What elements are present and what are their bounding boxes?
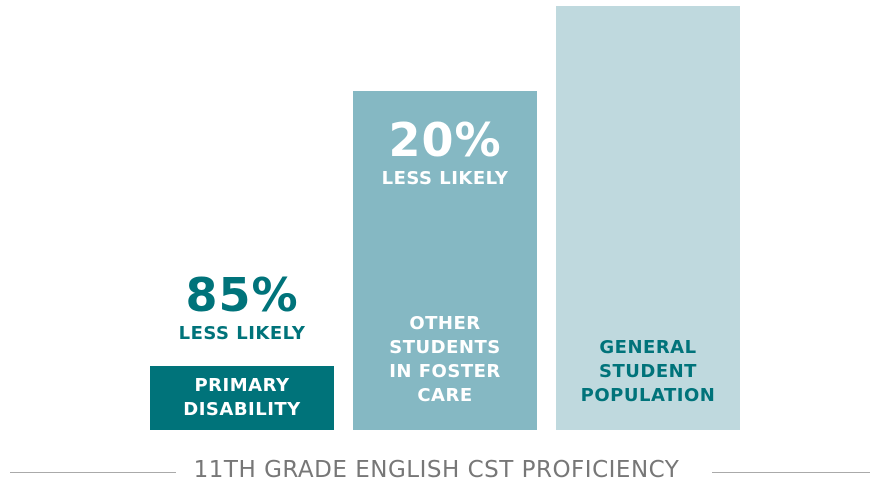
annotation-value: 20%	[388, 112, 502, 167]
bar: OTHER STUDENTS IN FOSTER CARE	[353, 90, 537, 430]
annotation-text: LESS LIKELY	[381, 167, 509, 189]
bar-label: PRIMARY DISABILITY	[183, 375, 301, 421]
bar-label: GENERAL STUDENT POPULATION	[580, 337, 716, 406]
annotation-value: 85%	[185, 268, 299, 323]
title-row: 11TH GRADE ENGLISH CST PROFICIENCY	[0, 455, 873, 491]
annotation-text: LESS LIKELY	[178, 323, 306, 345]
rule	[10, 472, 176, 473]
bar-label: OTHER STUDENTS IN FOSTER CARE	[389, 312, 501, 406]
bar: GENERAL STUDENT POPULATION	[556, 6, 740, 430]
chart-title: 11TH GRADE ENGLISH CST PROFICIENCY	[193, 457, 680, 483]
bar: PRIMARY DISABILITY	[150, 366, 334, 430]
rule	[712, 472, 870, 473]
